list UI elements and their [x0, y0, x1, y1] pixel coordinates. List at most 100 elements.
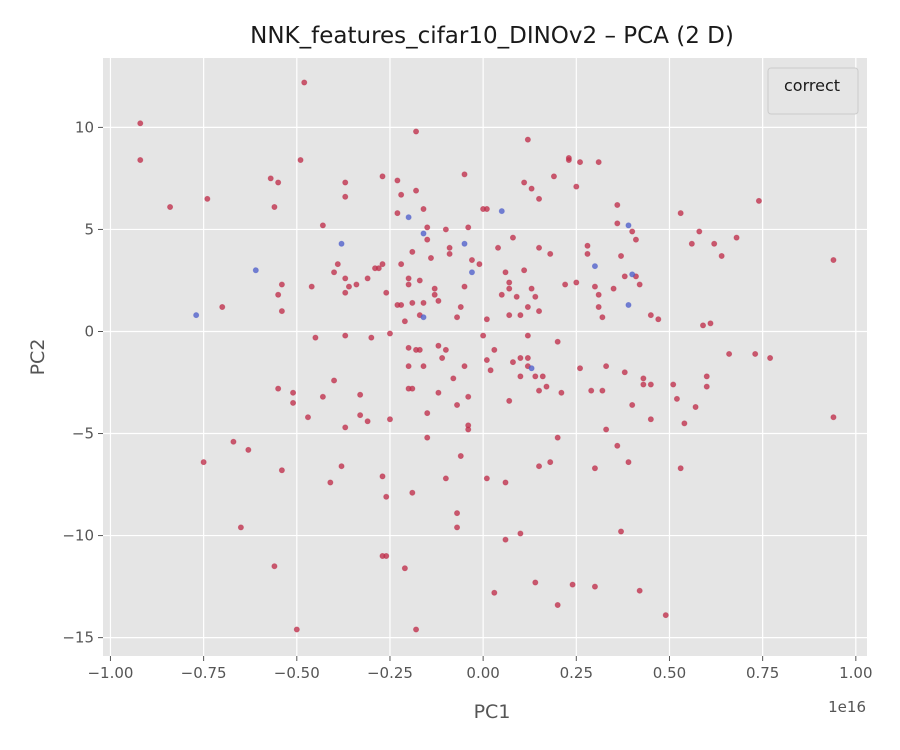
- red-data-point: [319, 222, 326, 229]
- red-data-point: [405, 344, 412, 351]
- red-data-point: [681, 420, 688, 427]
- red-data-point: [603, 426, 610, 433]
- red-data-point: [413, 128, 420, 135]
- red-data-point: [435, 297, 442, 304]
- red-data-point: [465, 393, 472, 400]
- red-data-point: [409, 489, 416, 496]
- y-axis-label: PC2: [27, 339, 49, 376]
- red-data-point: [528, 285, 535, 292]
- red-data-point: [629, 401, 636, 408]
- red-data-point: [271, 563, 278, 570]
- red-data-point: [495, 244, 502, 251]
- red-data-point: [554, 338, 561, 345]
- red-data-point: [584, 242, 591, 249]
- red-data-point: [278, 308, 285, 315]
- red-data-point: [718, 252, 725, 259]
- red-data-point: [267, 175, 274, 182]
- x-axis-label: PC1: [474, 701, 511, 723]
- red-data-point: [625, 459, 632, 466]
- red-data-point: [506, 397, 513, 404]
- red-data-point: [524, 355, 531, 362]
- red-data-point: [498, 291, 505, 298]
- red-data-point: [468, 257, 475, 264]
- red-data-point: [424, 410, 431, 417]
- red-data-point: [308, 283, 315, 290]
- red-data-point: [230, 438, 237, 445]
- red-data-point: [338, 463, 345, 470]
- red-data-point: [413, 626, 420, 633]
- red-data-point: [502, 536, 509, 543]
- red-data-point: [521, 267, 528, 274]
- red-data-point: [569, 581, 576, 588]
- red-data-point: [137, 157, 144, 164]
- red-data-point: [524, 303, 531, 310]
- red-data-point: [416, 346, 423, 353]
- red-data-point: [726, 350, 733, 357]
- red-data-point: [629, 228, 636, 235]
- red-data-point: [446, 244, 453, 251]
- red-data-point: [536, 387, 543, 394]
- red-data-point: [536, 463, 543, 470]
- red-data-point: [677, 210, 684, 217]
- plot-background: [103, 58, 867, 656]
- red-data-point: [491, 346, 498, 353]
- red-data-point: [554, 601, 561, 608]
- x-tick-label: −0.50: [274, 664, 320, 682]
- red-data-point: [673, 395, 680, 402]
- red-data-point: [688, 240, 695, 247]
- red-data-point: [755, 197, 762, 204]
- x-ticks: −1.00 −0.75 −0.50 −0.25 0.00 0.25 0.50 0.75 1.00: [87, 656, 873, 682]
- red-data-point: [562, 281, 569, 288]
- red-data-point: [353, 281, 360, 288]
- red-data-point: [379, 261, 386, 268]
- y-tick-label: 0: [84, 322, 94, 340]
- red-data-point: [398, 261, 405, 268]
- red-data-point: [297, 157, 304, 164]
- red-data-point: [662, 612, 669, 619]
- red-data-point: [647, 312, 654, 319]
- red-data-point: [409, 385, 416, 392]
- blue-data-point: [528, 365, 535, 372]
- red-data-point: [528, 185, 535, 192]
- red-data-point: [483, 316, 490, 323]
- red-data-point: [219, 303, 226, 310]
- red-data-point: [621, 369, 628, 376]
- red-data-point: [357, 412, 364, 419]
- legend-box: [767, 67, 859, 115]
- red-data-point: [379, 473, 386, 480]
- red-data-point: [427, 255, 434, 262]
- red-data-point: [461, 283, 468, 290]
- red-data-point: [424, 236, 431, 243]
- red-data-point: [640, 375, 647, 382]
- red-data-point: [584, 250, 591, 257]
- red-data-point: [435, 389, 442, 396]
- grid: [103, 58, 867, 656]
- red-data-point: [476, 261, 483, 268]
- red-data-point: [364, 418, 371, 425]
- red-data-point: [632, 236, 639, 243]
- red-data-point: [517, 355, 524, 362]
- red-data-point: [383, 493, 390, 500]
- red-data-point: [319, 393, 326, 400]
- red-data-point: [513, 293, 520, 300]
- red-data-point: [640, 381, 647, 388]
- blue-data-point: [420, 314, 427, 321]
- red-data-point: [554, 434, 561, 441]
- blue-data-point: [405, 214, 412, 221]
- red-data-point: [454, 510, 461, 517]
- red-data-point: [275, 179, 282, 186]
- red-data-point: [420, 206, 427, 213]
- y-tick-label: 10: [75, 118, 94, 136]
- blue-data-point: [498, 208, 505, 215]
- red-data-point: [711, 240, 718, 247]
- red-data-point: [431, 291, 438, 298]
- red-data-point: [536, 308, 543, 315]
- red-data-point: [618, 528, 625, 535]
- red-data-point: [293, 626, 300, 633]
- red-data-point: [517, 530, 524, 537]
- red-data-point: [409, 299, 416, 306]
- red-data-point: [454, 314, 461, 321]
- red-data-point: [577, 159, 584, 166]
- red-data-point: [405, 281, 412, 288]
- red-data-point: [550, 173, 557, 180]
